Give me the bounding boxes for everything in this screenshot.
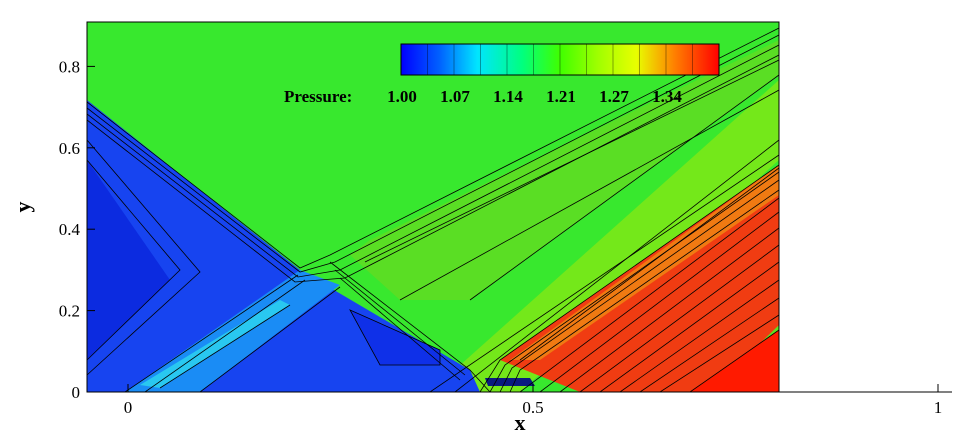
colorbar-tick-label: 1.21 <box>546 87 576 106</box>
bottom-dark-patch <box>485 378 535 386</box>
y-ticks: 0 0.2 0.4 0.6 0.8 <box>59 57 95 402</box>
y-tick-label: 0.8 <box>59 57 80 76</box>
x-tick-label: 0.5 <box>522 398 543 417</box>
pressure-field <box>87 22 779 392</box>
y-tick-label: 0.4 <box>59 220 81 239</box>
intermediate-band-region <box>430 80 779 392</box>
colorbar-tick-label: 1.00 <box>387 87 417 106</box>
inner-blue-region <box>87 160 170 360</box>
low-pressure-region <box>87 100 480 392</box>
colorbar-tick-label: 1.07 <box>440 87 470 106</box>
colorbar-legend: Pressure: 1.00 1.07 1.14 1.21 1.27 1.34 <box>284 43 720 106</box>
y-axis-title: y <box>10 202 35 213</box>
colorbar-tick-label: 1.27 <box>599 87 629 106</box>
y-tick-label: 0.2 <box>59 302 80 321</box>
x-tick-label: 0 <box>124 398 133 417</box>
colorbar-tick-label: 1.34 <box>652 87 682 106</box>
x-ticks: 00.511.52 <box>124 384 943 417</box>
colorbar-tick-label: 1.14 <box>493 87 523 106</box>
colorbar-tick-labels: 1.00 1.07 1.14 1.21 1.27 1.34 <box>387 87 682 106</box>
y-tick-label: 0.6 <box>59 139 80 158</box>
upper-band-region <box>350 40 779 300</box>
colorbar-dividers <box>427 44 693 75</box>
y-tick-label: 0 <box>72 383 81 402</box>
colorbar-label: Pressure: <box>284 87 352 106</box>
contour-lines <box>87 27 779 392</box>
x-axis-title: x <box>515 410 526 433</box>
orange-edge-region <box>510 165 779 360</box>
x-tick-label: 1 <box>934 398 943 417</box>
cyan-streak <box>140 300 290 388</box>
axes <box>86 22 952 393</box>
